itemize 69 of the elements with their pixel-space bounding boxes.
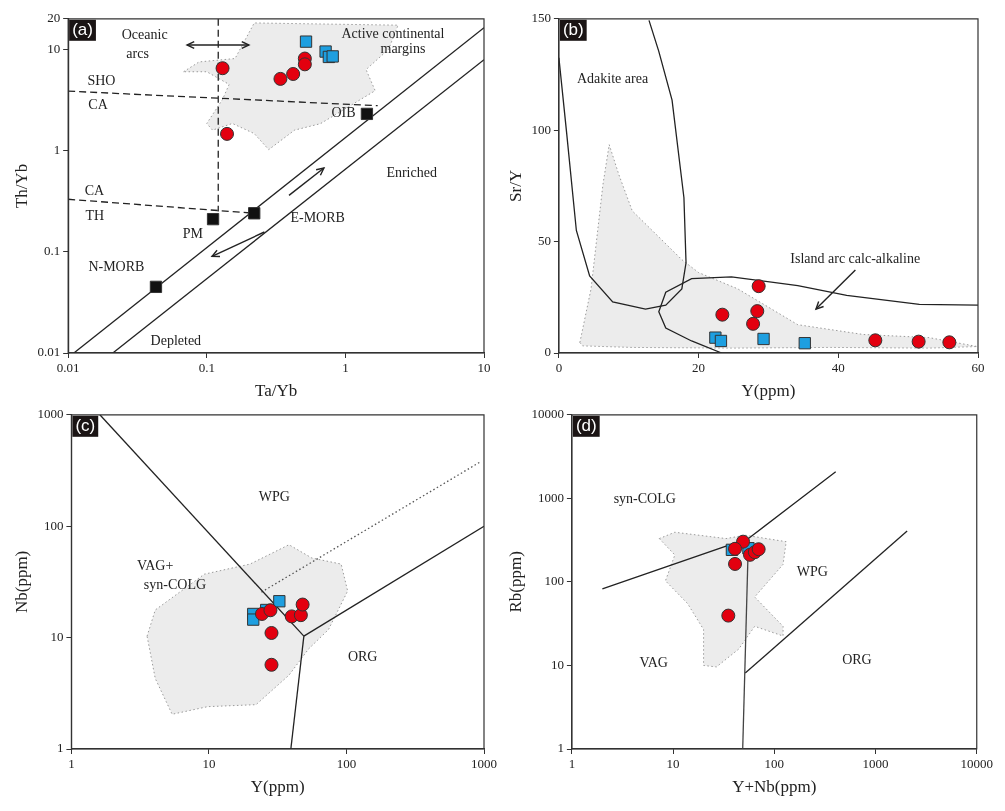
annotation: arcs	[126, 45, 149, 61]
x-tick-label: 100	[764, 756, 785, 772]
annotation: WPG	[258, 489, 290, 505]
annotation: Active continental	[341, 26, 445, 42]
y-tick-label: 10	[550, 656, 564, 672]
annotation: N-MORB	[88, 258, 145, 274]
chart-title: (a)	[72, 20, 93, 40]
annotation: VAG+	[136, 557, 174, 573]
chart-title: (b)	[562, 20, 584, 40]
x-tick-label: 10	[666, 756, 680, 772]
chart-title: (d)	[575, 416, 597, 436]
y-tick-label: 10	[47, 40, 61, 56]
y-tick-label: 1	[557, 740, 564, 756]
x-tick-label: 10	[202, 756, 216, 772]
x-tick-label: 1	[568, 756, 576, 772]
y-tick-label: 100	[43, 517, 64, 533]
annotation: SHO	[87, 72, 116, 88]
annotation: Oceanic	[121, 26, 168, 42]
x-axis-title: Ta/Yb	[254, 381, 298, 401]
annotation: Enriched	[386, 164, 437, 180]
x-tick-label: 100	[336, 756, 357, 772]
x-axis-title: Y(ppm)	[250, 777, 305, 797]
y-tick-label: 1	[53, 141, 61, 157]
x-tick-label: 1000	[471, 756, 497, 772]
chart-title: (c)	[75, 416, 96, 436]
x-axis-title: Y(ppm)	[741, 381, 796, 401]
y-tick-label: 0.1	[43, 243, 61, 259]
annotation: WPG	[796, 564, 828, 580]
annotation: margins	[380, 40, 426, 56]
annotation: VAG	[639, 655, 668, 671]
x-tick-label: 40	[831, 360, 845, 376]
annotation: CA	[84, 182, 105, 198]
y-tick-label: 10	[50, 629, 64, 645]
y-tick-label: 1000	[537, 489, 564, 505]
x-tick-label: 60	[971, 360, 985, 376]
y-tick-label: 100	[544, 573, 564, 589]
y-tick-label: 100	[531, 121, 551, 137]
annotation: ORG	[842, 652, 872, 668]
y-axis-title: Th/Yb	[11, 163, 31, 209]
y-tick-label: 10000	[531, 406, 564, 422]
annotation: Island arc calc-alkaline	[790, 251, 921, 267]
annotation: Depleted	[150, 332, 202, 348]
y-axis-title: Rb(ppm)	[505, 551, 525, 613]
annotation: syn-COLG	[613, 491, 676, 507]
x-tick-label: 0.1	[198, 360, 215, 376]
x-tick-label: 1	[342, 360, 349, 376]
x-tick-label: 10	[477, 360, 491, 376]
annotation: TH	[85, 207, 105, 223]
annotation: Adakite area	[576, 70, 649, 86]
x-tick-label: 10000	[960, 756, 993, 772]
y-axis-title: Nb(ppm)	[11, 550, 31, 614]
x-tick-label: 1	[68, 756, 75, 772]
y-tick-label: 0.01	[37, 344, 61, 360]
y-tick-label: 1	[56, 740, 64, 756]
y-tick-label: 50	[537, 233, 551, 249]
y-tick-label: 1000	[37, 406, 64, 422]
y-tick-label: 150	[531, 10, 551, 26]
y-tick-label: 0	[544, 344, 551, 360]
annotation: OIB	[331, 105, 356, 121]
x-axis-title: Y+Nb(ppm)	[732, 777, 817, 797]
annotation: E-MORB	[290, 210, 345, 226]
annotation: ORG	[347, 648, 378, 664]
x-tick-label: 1000	[862, 756, 889, 772]
annotation: syn-COLG	[143, 577, 207, 593]
y-tick-label: 20	[47, 10, 61, 26]
annotation: PM	[182, 225, 204, 241]
annotation: CA	[88, 97, 109, 113]
x-tick-label: 20	[692, 360, 706, 376]
y-axis-title: Sr/Y	[505, 169, 525, 202]
